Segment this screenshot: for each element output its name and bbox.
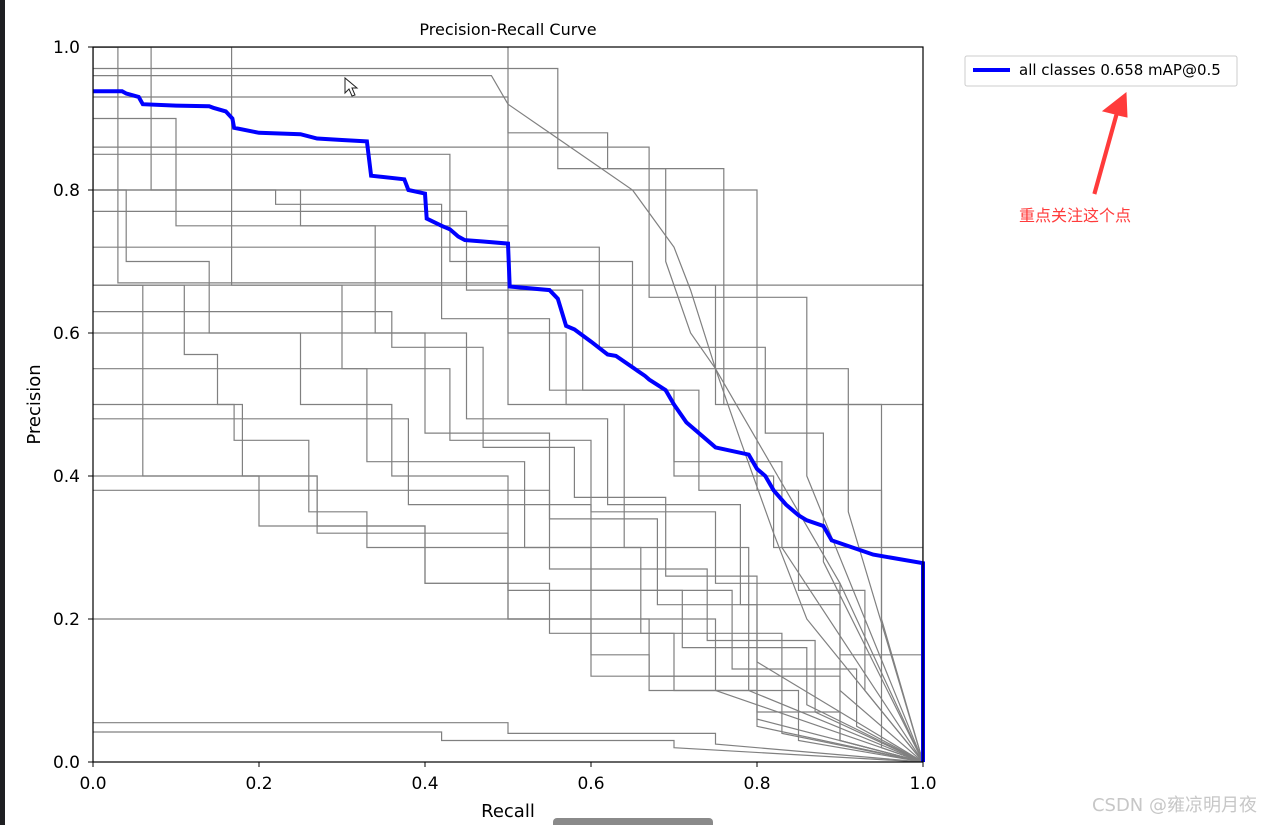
class-pr-curve-20 bbox=[93, 311, 923, 762]
x-tick-label: 0.8 bbox=[743, 774, 770, 794]
annotation-arrow bbox=[1092, 92, 1128, 195]
watermark: CSDN @雍凉明月夜 bbox=[1091, 795, 1257, 816]
horizontal-scrollbar-thumb[interactable] bbox=[553, 818, 713, 825]
pr-chart: 0.0 0.2 0.4 0.6 0.8 1.0 0.0 0.2 0.4 0.6 0.8 1.0 Prec… bbox=[24, 20, 1238, 822]
class-pr-curve-25 bbox=[93, 489, 923, 762]
x-tick-label: 1.0 bbox=[909, 774, 936, 794]
class-pr-curve-19 bbox=[93, 47, 923, 762]
all-classes-pr-curve bbox=[93, 89, 925, 762]
figure-canvas: 0.0 0.2 0.4 0.6 0.8 1.0 0.0 0.2 0.4 0.6 0.8 1.0 Prec… bbox=[5, 0, 1263, 825]
class-pr-curve-1 bbox=[93, 47, 923, 762]
mouse-pointer-icon bbox=[344, 76, 359, 97]
class-pr-curve-5 bbox=[93, 284, 923, 762]
axes-frame bbox=[92, 46, 924, 763]
x-tick-label: 0.4 bbox=[411, 774, 438, 794]
class-pr-curve-7 bbox=[93, 117, 923, 762]
class-pr-curve-17 bbox=[93, 722, 923, 762]
y-tick-label: 0.2 bbox=[53, 610, 80, 630]
class-pr-curve-27 bbox=[93, 189, 923, 762]
class-pr-curve-21 bbox=[93, 210, 923, 762]
annotation-text: 重点关注这个点 bbox=[1019, 206, 1131, 225]
x-axis-label: Recall bbox=[481, 801, 535, 822]
class-pr-curve-11 bbox=[93, 74, 923, 762]
x-tick-label: 0.6 bbox=[577, 774, 604, 794]
legend-entry: all classes 0.658 mAP@0.5 bbox=[1019, 61, 1221, 79]
x-tick-label: 0.0 bbox=[79, 774, 106, 794]
x-tick-label: 0.2 bbox=[245, 774, 272, 794]
class-pr-curve-14 bbox=[93, 332, 923, 762]
class-pr-curve-18 bbox=[93, 731, 923, 762]
y-axis-label: Precision bbox=[24, 364, 45, 444]
class-pr-curve-24 bbox=[93, 146, 923, 762]
chart-title: Precision-Recall Curve bbox=[419, 20, 596, 39]
y-tick-label: 0.0 bbox=[53, 753, 80, 773]
y-tick-label: 0.8 bbox=[53, 181, 80, 201]
y-tick-label: 1.0 bbox=[53, 38, 80, 58]
legend-box bbox=[964, 55, 1238, 87]
class-pr-curve-26 bbox=[93, 418, 923, 762]
class-pr-curve-12 bbox=[93, 67, 923, 762]
class-pr-curve-23 bbox=[93, 47, 923, 762]
y-tick-label: 0.4 bbox=[53, 467, 80, 487]
class-pr-curve-9 bbox=[93, 189, 923, 762]
y-tick-label: 0.6 bbox=[53, 324, 80, 344]
class-pr-curve-22 bbox=[93, 246, 923, 762]
